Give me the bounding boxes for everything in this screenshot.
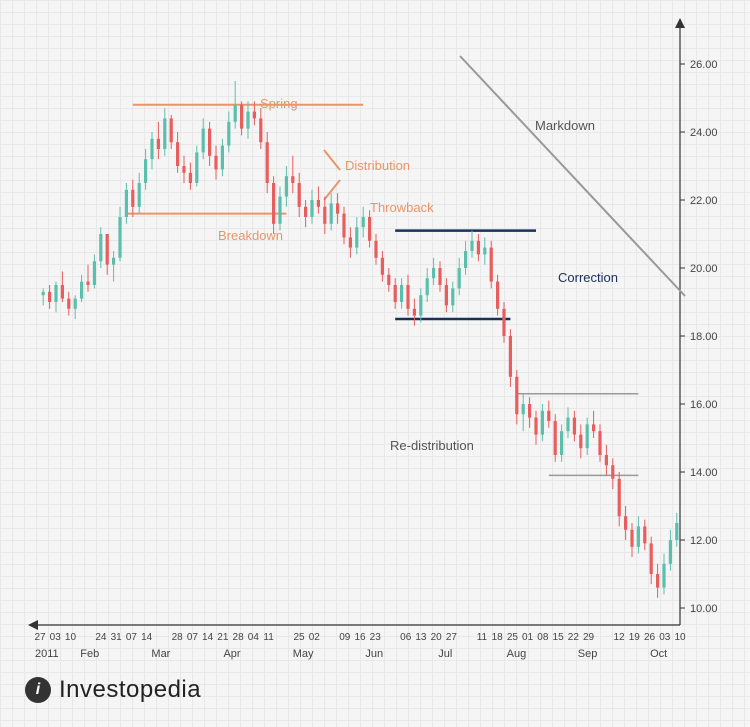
svg-text:15: 15 — [553, 632, 565, 643]
svg-text:29: 29 — [583, 632, 595, 643]
svg-text:24: 24 — [95, 632, 107, 643]
svg-text:03: 03 — [50, 632, 62, 643]
svg-text:11: 11 — [263, 632, 274, 643]
svg-text:16: 16 — [354, 632, 366, 643]
svg-text:23: 23 — [370, 632, 382, 643]
svg-text:25: 25 — [507, 632, 519, 643]
svg-text:27: 27 — [34, 632, 46, 643]
svg-text:07: 07 — [187, 632, 199, 643]
annotation-re-distribution: Re-distribution — [390, 438, 474, 453]
svg-text:09: 09 — [339, 632, 351, 643]
svg-text:21: 21 — [217, 632, 229, 643]
svg-text:14: 14 — [141, 632, 153, 643]
annotation-throwback: Throwback — [370, 200, 434, 215]
svg-text:Jul: Jul — [438, 648, 452, 660]
logo-text: Investopedia — [59, 676, 201, 704]
svg-text:19: 19 — [629, 632, 641, 643]
svg-text:Mar: Mar — [151, 648, 170, 660]
svg-text:24.00: 24.00 — [690, 127, 718, 139]
svg-text:25: 25 — [293, 632, 305, 643]
annotation-correction: Correction — [558, 270, 618, 285]
annotation-markdown: Markdown — [535, 118, 595, 133]
svg-text:27: 27 — [446, 632, 458, 643]
svg-text:08: 08 — [537, 632, 549, 643]
svg-text:10: 10 — [65, 632, 77, 643]
svg-text:Oct: Oct — [650, 648, 667, 660]
svg-text:01: 01 — [522, 632, 534, 643]
annotation-distribution: Distribution — [345, 158, 410, 173]
svg-text:20.00: 20.00 — [690, 263, 718, 275]
svg-text:03: 03 — [659, 632, 671, 643]
svg-text:18.00: 18.00 — [690, 331, 718, 343]
svg-text:02: 02 — [309, 632, 321, 643]
svg-text:13: 13 — [415, 632, 427, 643]
svg-text:04: 04 — [248, 632, 260, 643]
svg-text:Aug: Aug — [507, 648, 527, 660]
svg-text:07: 07 — [126, 632, 138, 643]
svg-text:Sep: Sep — [578, 648, 598, 660]
svg-text:14: 14 — [202, 632, 214, 643]
candlestick-chart: 10.00 12.00 14.00 16.00 18.00 20.00 22.00 24.00… — [0, 0, 750, 722]
svg-text:26: 26 — [644, 632, 656, 643]
svg-text:28: 28 — [172, 632, 184, 643]
svg-text:14.00: 14.00 — [690, 467, 718, 479]
svg-text:10: 10 — [674, 632, 686, 643]
svg-text:Apr: Apr — [223, 648, 240, 660]
svg-text:11: 11 — [477, 632, 488, 643]
svg-text:22.00: 22.00 — [690, 195, 718, 207]
chart-container: 10.00 12.00 14.00 16.00 18.00 20.00 22.00 24.00… — [0, 0, 750, 722]
annotation-spring: Spring — [260, 96, 298, 111]
svg-text:31: 31 — [111, 632, 123, 643]
svg-text:22: 22 — [568, 632, 580, 643]
svg-text:20: 20 — [431, 632, 443, 643]
svg-text:May: May — [293, 648, 314, 660]
svg-text:Jun: Jun — [365, 648, 383, 660]
investopedia-logo: i Investopedia — [25, 676, 201, 704]
svg-text:Feb: Feb — [80, 648, 99, 660]
svg-text:06: 06 — [400, 632, 412, 643]
svg-text:12.00: 12.00 — [690, 535, 718, 547]
svg-text:18: 18 — [492, 632, 504, 643]
annotation-breakdown: Breakdown — [218, 228, 283, 243]
svg-text:2011: 2011 — [35, 648, 59, 660]
logo-icon: i — [25, 677, 51, 703]
svg-text:10.00: 10.00 — [690, 603, 718, 615]
svg-text:12: 12 — [613, 632, 625, 643]
svg-text:28: 28 — [233, 632, 245, 643]
svg-text:16.00: 16.00 — [690, 399, 718, 411]
svg-text:26.00: 26.00 — [690, 59, 718, 71]
